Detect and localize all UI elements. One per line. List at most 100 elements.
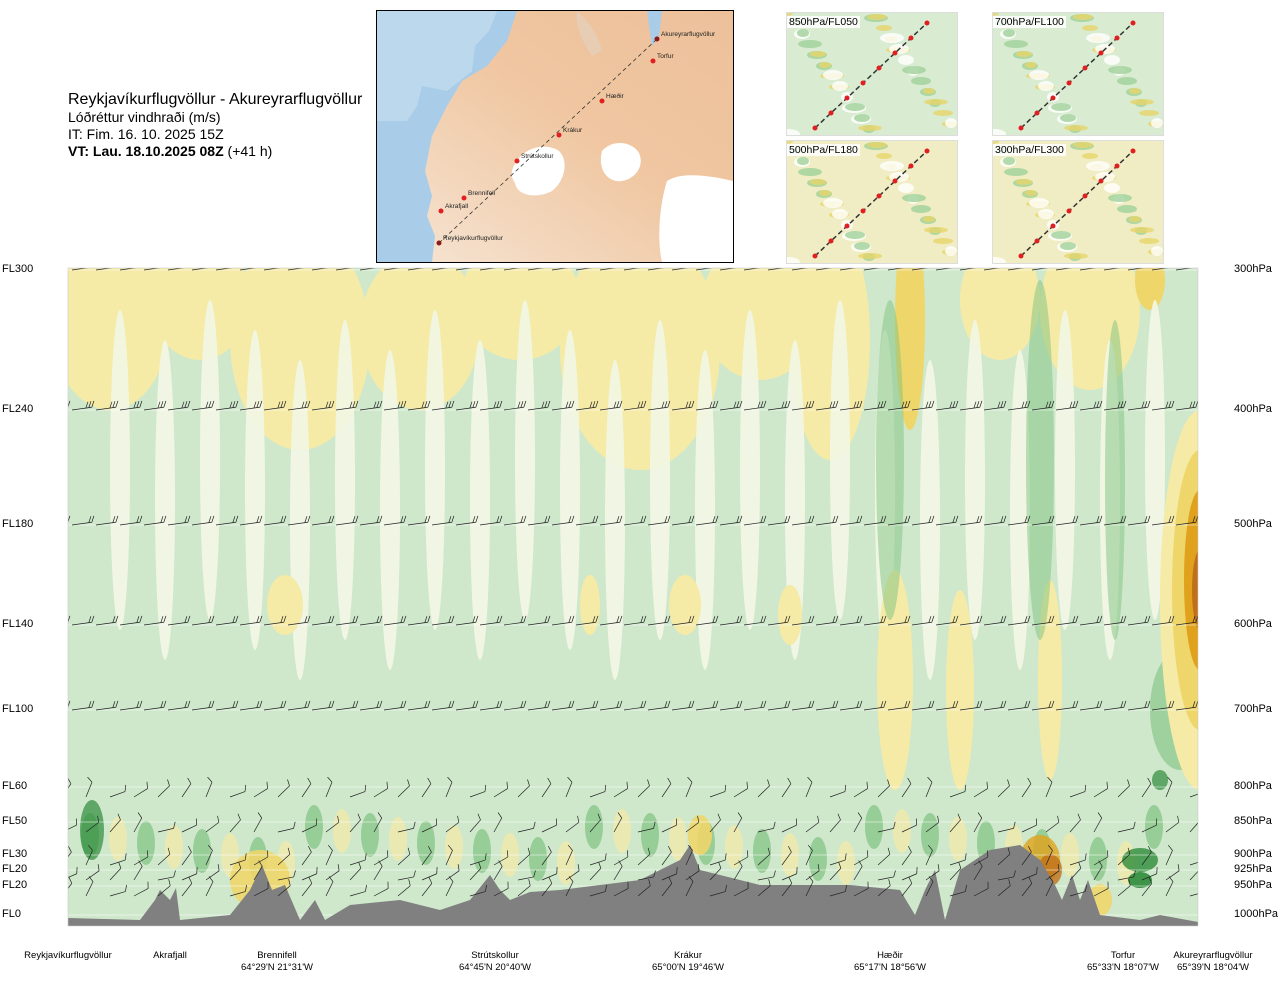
- wind-barb: [311, 400, 335, 411]
- thumb-700-svg: [993, 13, 1163, 135]
- wind-barb: [191, 400, 215, 411]
- wind-barb: [143, 615, 167, 626]
- wind-barb: [1007, 515, 1031, 526]
- wind-barb: [455, 615, 479, 626]
- field-contour: [230, 268, 370, 450]
- wind-barb: [1021, 877, 1033, 897]
- wind-barb: [863, 615, 887, 626]
- wind-barb: [445, 844, 453, 866]
- wind-barb: [575, 700, 599, 711]
- wind-barb: [359, 515, 383, 526]
- wind-barb: [1127, 700, 1151, 711]
- wind-barb: [503, 700, 527, 711]
- wind-barb: [839, 700, 863, 711]
- wind-barb: [349, 861, 362, 881]
- wind-barb: [647, 268, 668, 271]
- wind-barb: [167, 400, 191, 411]
- wind-barb: [757, 821, 776, 833]
- waypoint-label: Strútskollur 64°45'N 20°40'W: [435, 950, 555, 974]
- field-contour: [460, 268, 580, 360]
- wind-barb: [133, 781, 148, 798]
- wind-barb: [1079, 615, 1103, 626]
- wind-barb: [599, 268, 620, 271]
- bay-faxafloi: [377, 11, 497, 121]
- wind-barb: [949, 861, 962, 881]
- map-waypoint-label: Akrafjall: [445, 203, 469, 210]
- wind-barb: [253, 812, 263, 833]
- wind-barb: [239, 515, 263, 526]
- wind-barb: [455, 268, 476, 271]
- wind-barb: [1103, 515, 1127, 526]
- wind-barb: [109, 853, 127, 866]
- wind-barb: [877, 847, 891, 866]
- wind-barb: [575, 615, 599, 626]
- field-contour: [1105, 320, 1125, 640]
- wind-barb: [551, 400, 575, 411]
- field-contour: [361, 813, 379, 857]
- field-contour: [1122, 848, 1158, 872]
- thumb-300[interactable]: 300hPa/FL300: [992, 140, 1164, 264]
- wind-barb: [397, 870, 416, 881]
- wind-barb: [527, 268, 548, 271]
- wind-barb: [973, 850, 989, 866]
- wind-barb: [431, 515, 455, 526]
- wind-barb: [1175, 268, 1196, 271]
- wind-barb: [71, 515, 95, 526]
- wind-barb: [983, 615, 1007, 626]
- wind-barb: [1165, 864, 1180, 881]
- wind-barb: [1165, 776, 1173, 798]
- waypoint-coord: 64°29'N 21°31'W: [241, 962, 313, 973]
- wind-barb: [1045, 776, 1053, 798]
- wind-barb: [397, 779, 410, 798]
- wind-barb: [983, 515, 1007, 526]
- wind-barb: [935, 400, 959, 411]
- wind-barb: [1093, 781, 1108, 798]
- wind-barb: [191, 615, 215, 626]
- wind-barb: [277, 821, 296, 833]
- wind-barb: [839, 268, 860, 271]
- wind-barb: [1175, 400, 1198, 411]
- wind-barb: [709, 784, 727, 798]
- wind-barb: [1117, 779, 1130, 798]
- hpa-label: 900hPa: [1234, 848, 1272, 860]
- wind-barb: [455, 400, 479, 411]
- wind-barb: [551, 700, 575, 711]
- field-contour: [155, 340, 175, 660]
- wind-barb: [829, 784, 847, 798]
- wind-barb: [1021, 818, 1038, 833]
- thumb-700[interactable]: 700hPa/FL100: [992, 12, 1164, 136]
- wind-barb: [671, 700, 695, 711]
- wind-barb: [1189, 891, 1198, 897]
- map-waypoint-marker: [438, 208, 444, 214]
- thumb-850[interactable]: 850hPa/FL050: [786, 12, 958, 136]
- wind-barb: [685, 815, 700, 833]
- fl-label: FL20: [2, 863, 28, 875]
- cross-section-plot: [67, 267, 1199, 927]
- wind-barb: [719, 515, 743, 526]
- wind-barb: [757, 779, 770, 798]
- wind-barb: [1165, 815, 1180, 833]
- wind-barb: [757, 870, 776, 881]
- wind-barb: [997, 879, 1011, 897]
- wind-barb: [1069, 853, 1087, 866]
- wind-barb: [743, 515, 767, 526]
- wind-barb: [1127, 268, 1148, 271]
- wind-barb: [685, 776, 693, 798]
- wind-barb: [949, 884, 967, 897]
- waypoint-name: Brennifell: [257, 950, 297, 961]
- wind-barb: [68, 818, 78, 833]
- wind-barb: [925, 844, 933, 866]
- field-contour: [267, 575, 303, 635]
- wind-barb: [68, 845, 72, 866]
- wind-barb: [709, 861, 722, 881]
- wind-barb: [167, 700, 191, 711]
- waypoint-label: Akrafjall: [110, 950, 230, 962]
- wind-barb: [973, 881, 989, 897]
- thumb-500[interactable]: 500hPa/FL180: [786, 140, 958, 264]
- wind-barb: [853, 881, 869, 897]
- wind-barb: [829, 813, 841, 833]
- wind-barb: [1031, 400, 1055, 411]
- wind-barb: [119, 615, 143, 626]
- fl-label: FL30: [2, 848, 28, 860]
- wind-barb: [815, 700, 839, 711]
